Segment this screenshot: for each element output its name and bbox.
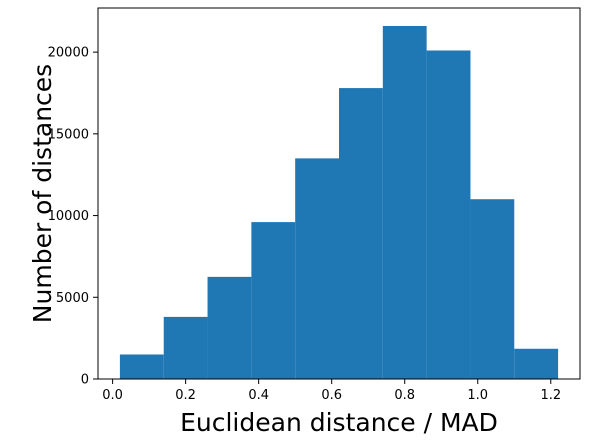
y-tick-label: 0 bbox=[81, 373, 89, 388]
histogram-bar bbox=[295, 158, 339, 379]
x-tick-label: 0.6 bbox=[321, 388, 342, 403]
y-tick-label: 5000 bbox=[56, 291, 89, 306]
histogram-bar bbox=[470, 199, 515, 379]
histogram-bar bbox=[207, 276, 252, 379]
histogram-bar bbox=[382, 25, 427, 380]
x-tick-label: 1.2 bbox=[540, 388, 561, 403]
histogram-bar bbox=[426, 50, 471, 379]
x-tick-label: 0.0 bbox=[102, 388, 123, 403]
plot-frame bbox=[97, 7, 581, 380]
histogram-bar bbox=[119, 354, 164, 379]
histogram-bar bbox=[251, 222, 296, 379]
x-tick-label: 0.4 bbox=[248, 388, 269, 403]
histogram-bar bbox=[514, 348, 559, 379]
y-tick-label: 10000 bbox=[48, 209, 89, 224]
histogram-bar bbox=[339, 88, 383, 379]
y-tick-label: 15000 bbox=[48, 127, 89, 142]
bars-group bbox=[119, 25, 559, 380]
y-axis-label: Number of distances bbox=[28, 64, 57, 323]
y-tick-label: 20000 bbox=[48, 46, 89, 61]
x-tick-label: 0.2 bbox=[175, 388, 196, 403]
histogram-bar bbox=[163, 316, 208, 379]
x-axis-label: Euclidean distance / MAD bbox=[180, 408, 498, 437]
x-tick-label: 1.0 bbox=[467, 388, 488, 403]
x-tick-label: 0.8 bbox=[394, 388, 415, 403]
x-axis-ticks: 0.0 0.2 0.4 0.6 0.8 1.0 1.2 bbox=[102, 379, 561, 403]
y-axis-ticks: 0 5000 10000 15000 20000 bbox=[48, 46, 98, 388]
